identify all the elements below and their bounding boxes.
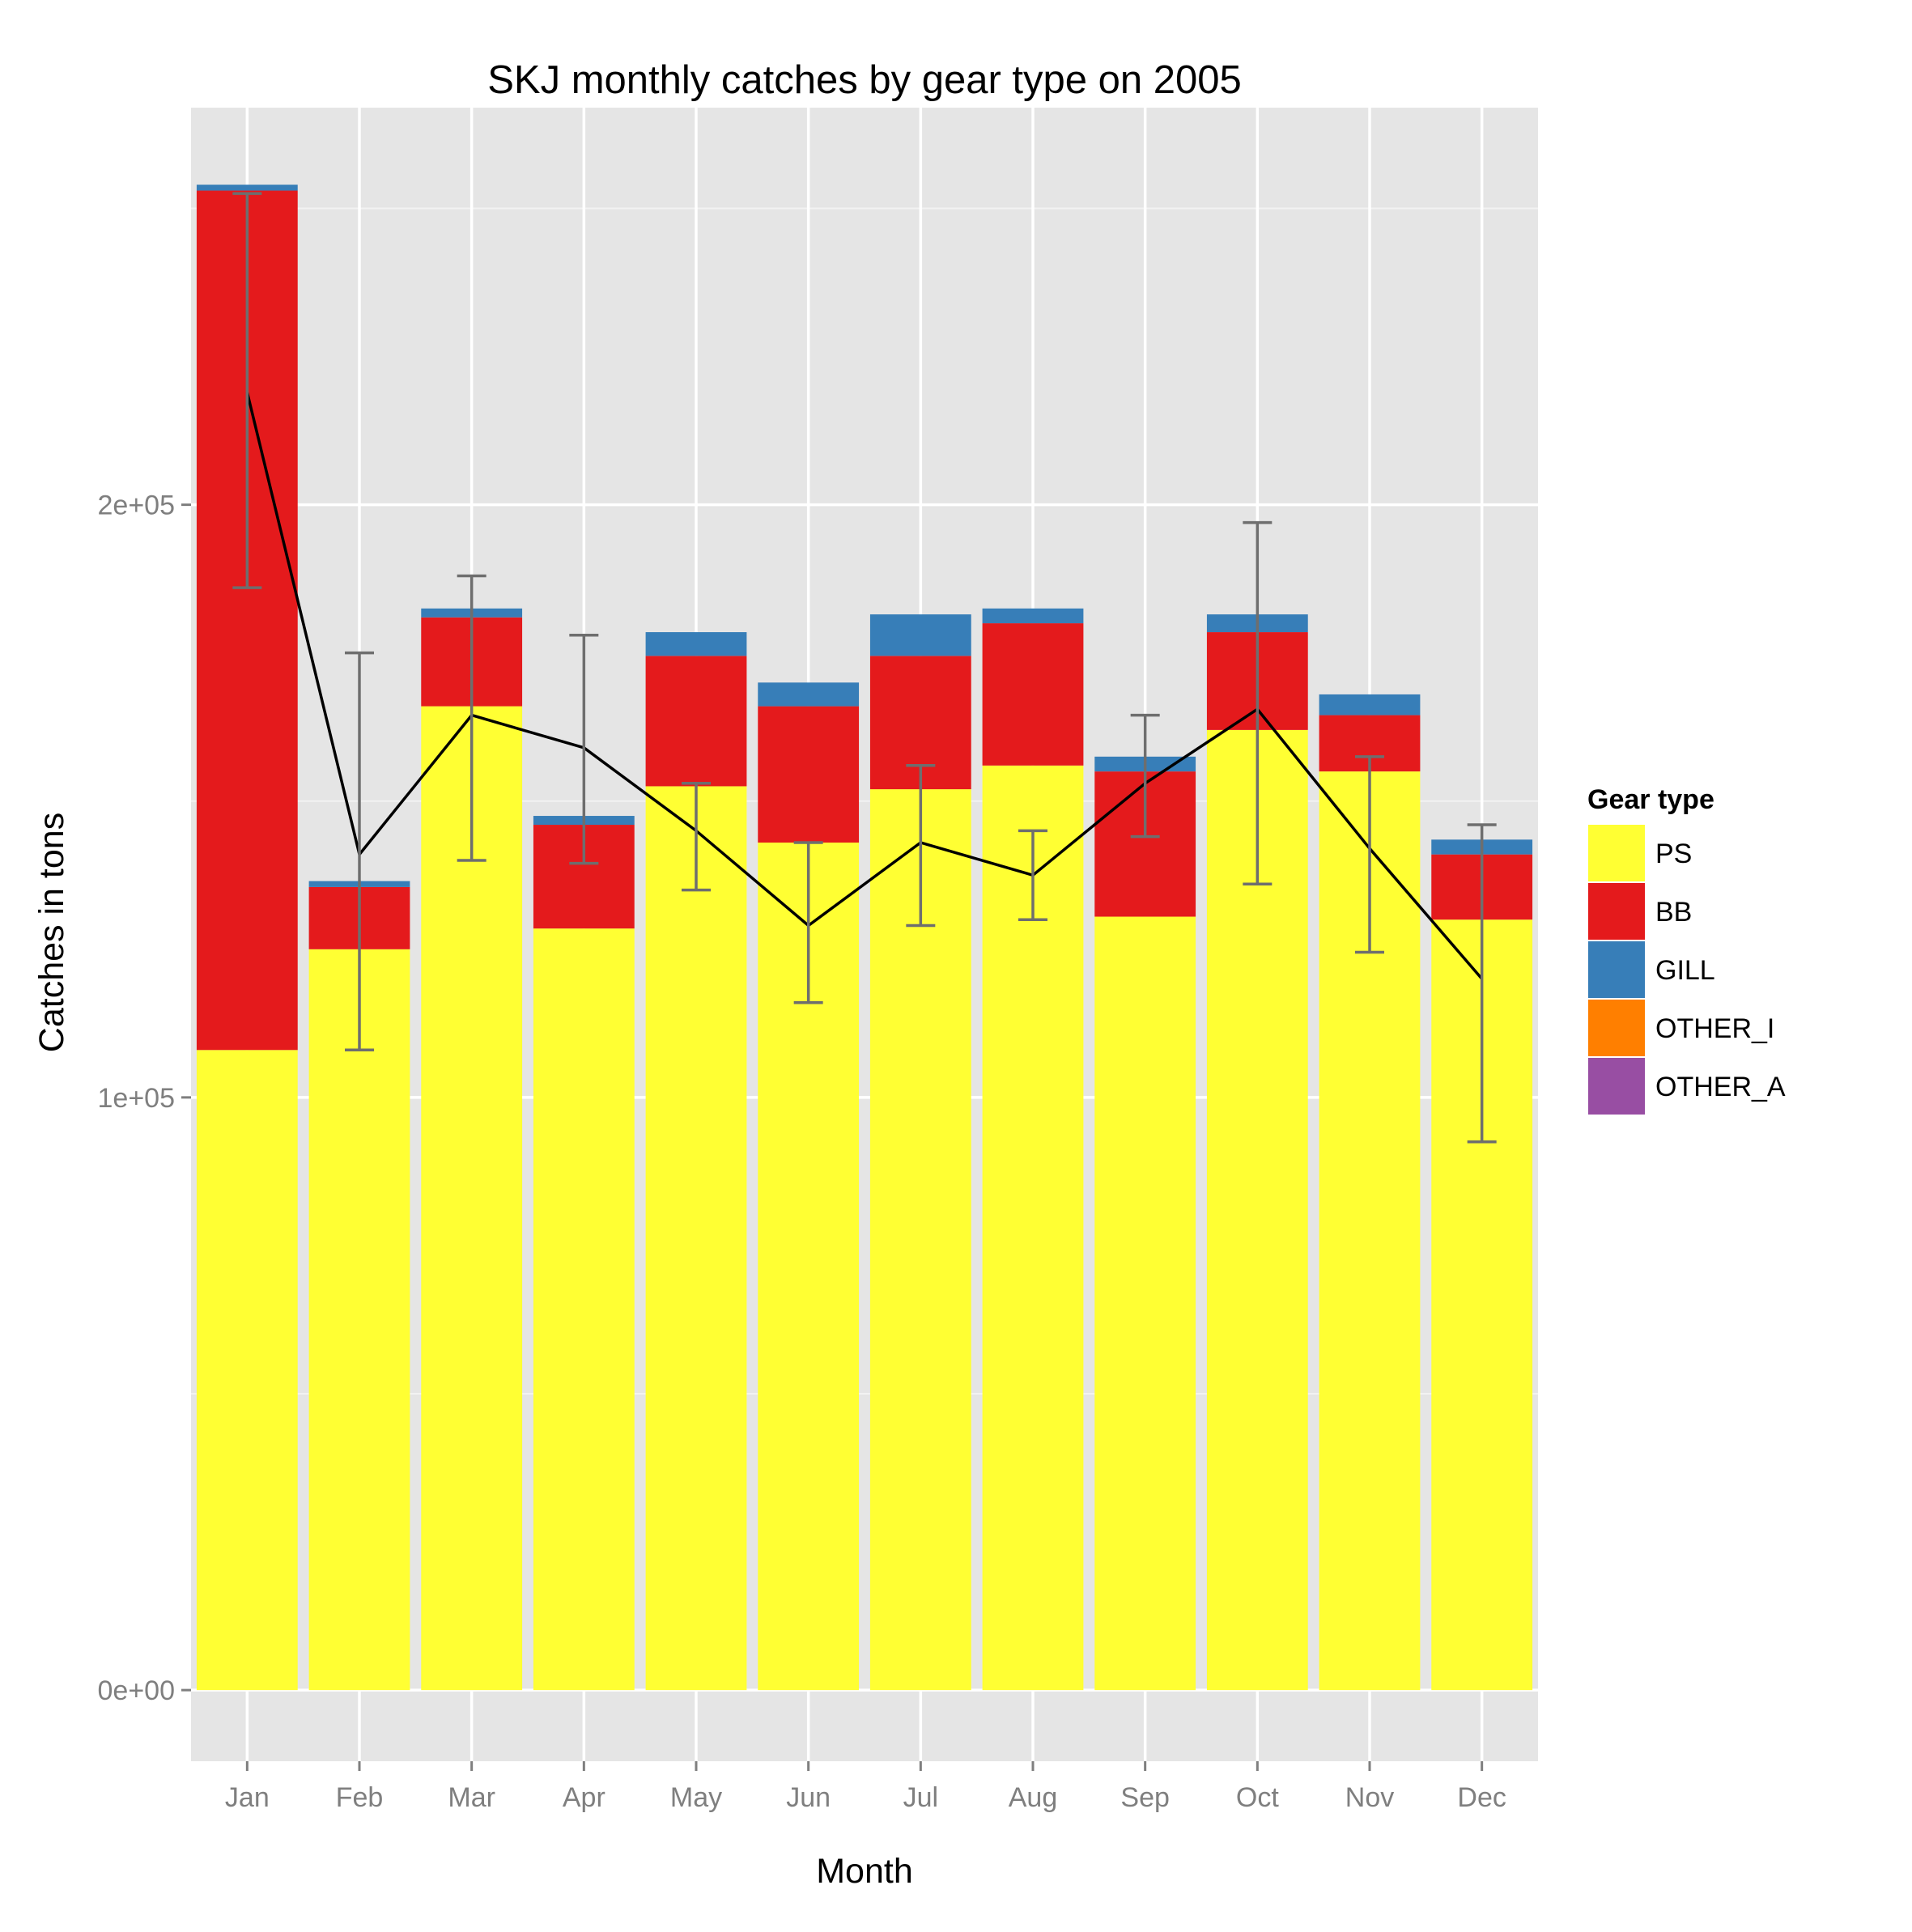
error-bar-jan — [232, 192, 262, 589]
mean-line-path — [245, 392, 1484, 980]
error-bar-sep — [1130, 713, 1160, 839]
x-tick-label-jan: Jan — [225, 1782, 270, 1813]
y-tick-label: 0e+00 — [98, 1675, 176, 1706]
bar-ps-apr — [533, 928, 635, 1691]
x-tick-label-aug: Aug — [1009, 1782, 1058, 1813]
error-bar-oct — [1243, 520, 1273, 886]
legend-label-bb: BB — [1655, 897, 1692, 928]
bar-gill-aug — [982, 608, 1084, 624]
x-tick-label-apr: Apr — [563, 1782, 605, 1813]
x-tick-label-oct: Oct — [1236, 1782, 1279, 1813]
bar-gill-may — [645, 632, 747, 656]
error-bar-may — [682, 782, 711, 892]
legend-key-other-a — [1587, 1056, 1646, 1116]
error-bar-jul — [906, 764, 936, 928]
error-bar-aug — [1018, 829, 1047, 921]
legend: Gear type PS BB GILL OTHER_I OTHER_A — [1587, 784, 1786, 1116]
legend-key-other-i — [1587, 998, 1646, 1058]
chart-title: SKJ monthly catches by gear type on 2005 — [487, 58, 1242, 102]
error-bar-jun — [793, 841, 823, 1004]
bar-gill-jun — [758, 682, 860, 707]
x-tick-label-dec: Dec — [1457, 1782, 1506, 1813]
x-tick-label-mar: Mar — [448, 1782, 495, 1813]
error-bar-nov — [1355, 755, 1384, 954]
bar-bb-may — [645, 656, 747, 787]
mean-line — [245, 392, 1484, 980]
x-tick-label-jul: Jul — [903, 1782, 938, 1813]
grid-minor — [191, 207, 1538, 1395]
plot-panel — [191, 108, 1538, 1761]
x-tick-label-feb: Feb — [336, 1782, 384, 1813]
legend-key-ps — [1587, 823, 1646, 883]
bar-bb-aug — [982, 623, 1084, 766]
legend-title: Gear type — [1587, 784, 1714, 815]
error-bars — [232, 192, 1497, 1144]
y-axis-title: Catches in tons — [32, 813, 71, 1052]
bar-ps-may — [645, 786, 747, 1691]
y-tick-label: 2e+05 — [98, 490, 176, 521]
bar-ps-feb — [308, 949, 410, 1691]
bar-ps-mar — [421, 706, 523, 1691]
legend-key-gill — [1587, 940, 1646, 1000]
error-bar-mar — [457, 574, 486, 862]
x-axis: Jan Feb Mar Apr May Jun Jul Aug Sep Oct Nov Dec — [225, 1761, 1506, 1813]
bar-gill-nov — [1319, 694, 1421, 715]
legend-label-other-a: OTHER_A — [1655, 1072, 1786, 1102]
bar-bb-jun — [758, 706, 860, 843]
legend-label-ps: PS — [1655, 839, 1692, 869]
bar-gill-jan — [196, 185, 298, 191]
y-tick-label: 1e+05 — [98, 1083, 176, 1114]
y-axis: 0e+00 1e+05 2e+05 — [98, 490, 191, 1706]
legend-label-other-i: OTHER_I — [1655, 1013, 1774, 1044]
error-bar-dec — [1467, 823, 1497, 1144]
x-tick-label-may: May — [670, 1782, 722, 1813]
legend-label-gill: GILL — [1655, 955, 1715, 986]
bar-ps-oct — [1206, 729, 1308, 1691]
legend-key-bb — [1587, 881, 1646, 941]
x-tick-label-sep: Sep — [1120, 1782, 1170, 1813]
bar-gill-jul — [869, 614, 971, 656]
bar-ps-jan — [196, 1050, 298, 1691]
x-tick-label-nov: Nov — [1345, 1782, 1394, 1813]
x-tick-label-jun: Jun — [786, 1782, 831, 1813]
bar-ps-jul — [869, 789, 971, 1691]
error-bar-apr — [569, 633, 599, 865]
bar-ps-sep — [1094, 916, 1196, 1691]
error-bar-feb — [345, 651, 374, 1052]
x-axis-title: Month — [816, 1852, 913, 1891]
